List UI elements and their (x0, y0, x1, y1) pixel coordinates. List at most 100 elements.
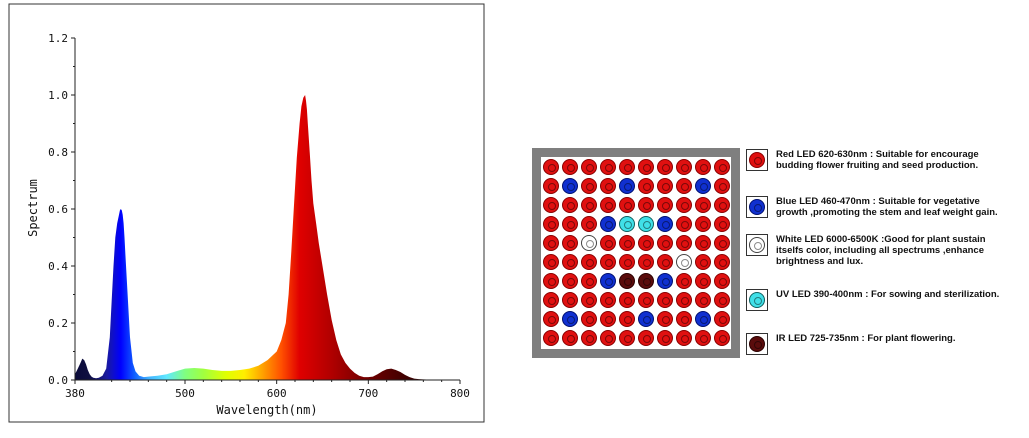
legend-text: Red LED 620-630nm : Suitable for encoura… (776, 149, 979, 171)
led-grid (541, 157, 731, 349)
red-led (656, 177, 673, 194)
axes-group: 0.0 0.2 0.4 0.6 0.8 1.0 1.2 380 500 600 700 800 (48, 32, 470, 400)
red-led (713, 177, 730, 194)
red-led (561, 215, 578, 232)
red-led (675, 196, 692, 213)
y-tick-label: 0.8 (48, 146, 68, 159)
blue-led (656, 215, 673, 232)
red-led (580, 272, 597, 289)
red-led (656, 158, 673, 175)
red-led (656, 310, 673, 327)
red-led (675, 272, 692, 289)
red-led (561, 272, 578, 289)
blue-led (561, 177, 578, 194)
white-legend-swatch (746, 234, 768, 256)
red-led (675, 234, 692, 251)
blue-led (656, 272, 673, 289)
red-led (599, 196, 616, 213)
red-led (561, 329, 578, 346)
red-led (713, 253, 730, 270)
legend-text: IR LED 725-735nm : For plant flowering. (776, 333, 956, 344)
uv-led (637, 215, 654, 232)
red-led (675, 291, 692, 308)
ir-led (637, 272, 654, 289)
red-led (637, 291, 654, 308)
red-led (542, 158, 559, 175)
spectrum-series-area-0 (75, 95, 460, 380)
red-led-icon (749, 152, 765, 168)
red-led (694, 215, 711, 232)
red-led (656, 291, 673, 308)
red-led (637, 158, 654, 175)
y-tick-label: 0.6 (48, 203, 68, 216)
blue-legend-swatch (746, 196, 768, 218)
legend-text: UV LED 390-400nm : For sowing and steril… (776, 289, 1000, 300)
y-tick-label: 1.2 (48, 32, 68, 45)
red-led (580, 291, 597, 308)
white-led-icon (749, 237, 765, 253)
blue-led (599, 215, 616, 232)
red-legend-swatch (746, 149, 768, 171)
red-led (561, 253, 578, 270)
y-tick-label: 0.4 (48, 260, 68, 273)
red-led (713, 291, 730, 308)
blue-led (599, 272, 616, 289)
red-led (542, 215, 559, 232)
red-led (713, 272, 730, 289)
y-axis-label: Spectrum (26, 179, 40, 237)
red-led (618, 310, 635, 327)
red-led (713, 215, 730, 232)
x-tick-label: 700 (358, 387, 378, 400)
red-led (694, 291, 711, 308)
blue-led (694, 310, 711, 327)
x-axis-label: Wavelength(nm) (216, 403, 317, 417)
red-led (637, 253, 654, 270)
x-tick-label: 380 (65, 387, 85, 400)
blue-led (694, 177, 711, 194)
spectrum-chart: 0.0 0.2 0.4 0.6 0.8 1.0 1.2 380 500 600 700 800 Wav… (8, 3, 485, 423)
red-led (618, 196, 635, 213)
red-led (542, 310, 559, 327)
red-led (580, 177, 597, 194)
red-led (542, 234, 559, 251)
red-led (713, 158, 730, 175)
ir-legend-swatch (746, 333, 768, 355)
red-led (675, 158, 692, 175)
chart-frame (8, 3, 485, 423)
red-led (580, 253, 597, 270)
red-led (599, 310, 616, 327)
red-led (675, 329, 692, 346)
red-led (694, 196, 711, 213)
red-led (675, 215, 692, 232)
red-led (637, 234, 654, 251)
red-led (599, 291, 616, 308)
blue-led (618, 177, 635, 194)
uv-legend-swatch (746, 289, 768, 311)
ir-led (618, 272, 635, 289)
y-tick-label: 0.0 (48, 374, 68, 387)
red-led (561, 291, 578, 308)
uv-led (618, 215, 635, 232)
red-led (656, 234, 673, 251)
red-led (580, 215, 597, 232)
red-led (542, 272, 559, 289)
red-led (580, 310, 597, 327)
red-led (713, 196, 730, 213)
white-led (675, 253, 692, 270)
white-led (580, 234, 597, 251)
legend-text: Blue LED 460-470nm : Suitable for vegeta… (776, 196, 998, 218)
y-tick-label: 0.2 (48, 317, 68, 330)
red-led (599, 177, 616, 194)
red-led (656, 329, 673, 346)
led-panel (532, 148, 740, 358)
red-led (542, 291, 559, 308)
red-led (656, 196, 673, 213)
red-led (580, 158, 597, 175)
red-led (618, 158, 635, 175)
uv-led-icon (749, 292, 765, 308)
red-led (618, 234, 635, 251)
red-led (542, 177, 559, 194)
red-led (713, 310, 730, 327)
red-led (713, 234, 730, 251)
red-led (618, 329, 635, 346)
